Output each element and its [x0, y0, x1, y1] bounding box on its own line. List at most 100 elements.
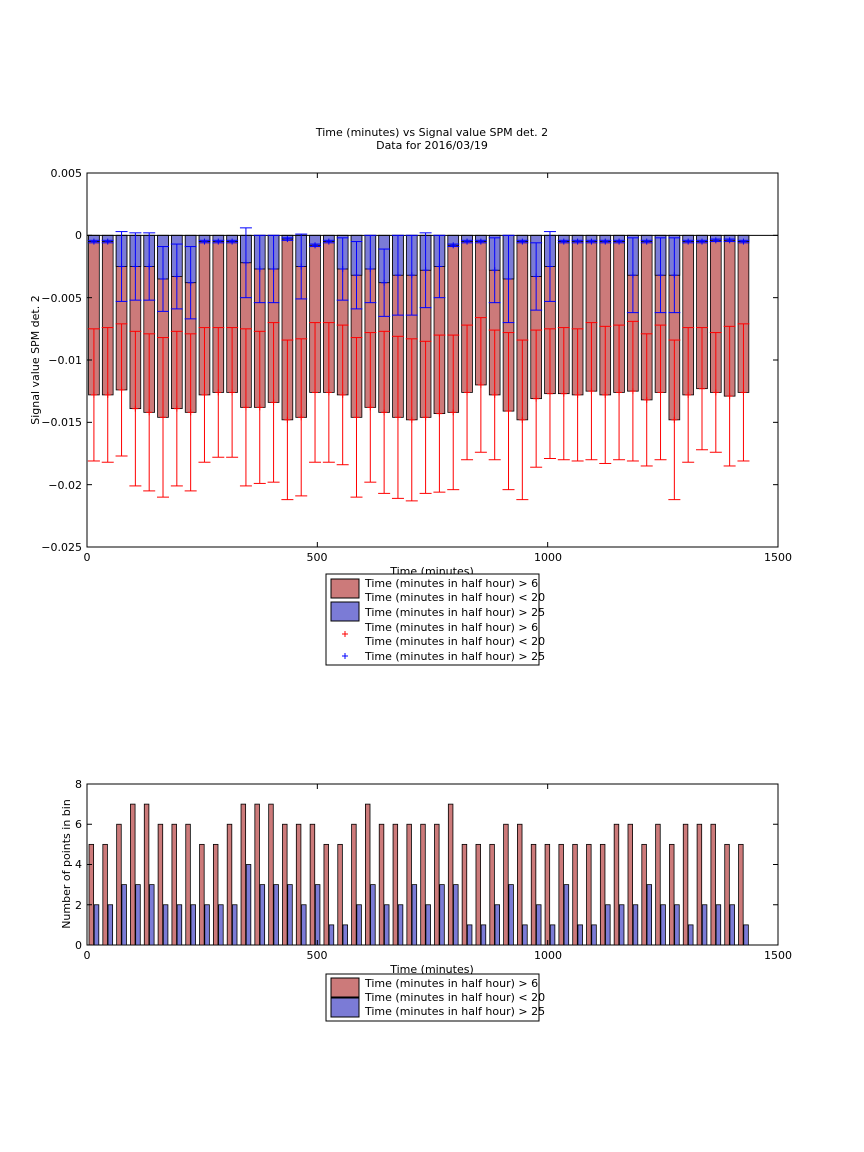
count-bar-red: [171, 823, 177, 946]
count-bar-blue: [632, 904, 639, 946]
count-bar-blue: [591, 924, 597, 946]
count-bar-red: [544, 843, 551, 946]
legend-marker-red-plus: [342, 631, 348, 637]
legend-swatch-red-bar: [330, 578, 360, 599]
chart1-ytick-label: −0.01: [48, 354, 82, 367]
errorbar-blue: [557, 238, 570, 245]
legend-marker-blue-plus: [342, 653, 348, 659]
chart1-ytick-label: 0: [75, 229, 82, 242]
chart2-x-tick-labels: 0 500 1000 1500: [84, 949, 793, 962]
count-bar-red: [724, 843, 730, 946]
errorbar-red: [226, 327, 239, 458]
errorbar-red: [419, 340, 432, 494]
errorbar-blue: [267, 234, 280, 304]
count-bar-red: [226, 823, 233, 946]
errorbar-red: [695, 327, 708, 451]
errorbar-red: [281, 339, 294, 501]
chart1-xtick-label: 1000: [534, 551, 562, 564]
errorbar-blue: [253, 234, 266, 304]
count-bar-red: [710, 823, 716, 946]
errorbar-blue: [654, 237, 667, 314]
errorbar-blue: [198, 238, 211, 245]
errorbar-blue: [737, 238, 750, 245]
errorbar-red: [364, 332, 377, 483]
count-bar-blue: [149, 884, 155, 946]
chart1-ytick-label: −0.005: [41, 292, 82, 305]
chart2-legend-label: Time (minutes in half hour) < 20: [364, 991, 545, 1004]
errorbar-blue: [599, 238, 612, 245]
count-bar-blue: [273, 884, 279, 946]
count-bar-red: [434, 823, 440, 946]
errorbar-red: [626, 320, 639, 462]
count-bar-blue: [563, 884, 570, 946]
count-bar-blue: [729, 904, 735, 946]
count-bar-blue: [232, 904, 238, 946]
chart1-plot-area: [86, 172, 779, 548]
count-bar-red: [669, 843, 675, 946]
errorbar-red: [253, 330, 266, 484]
errorbar-red: [322, 322, 335, 463]
count-bar-red: [530, 843, 537, 946]
chart2-ytick-label: 4: [75, 858, 82, 871]
chart2-ytick-label: 8: [75, 778, 82, 791]
chart1-xtick-label: 0: [84, 551, 91, 564]
chart1-y-tick-labels: 0.005 0 −0.005 −0.01 −0.015 −0.02 −0.025: [41, 167, 82, 554]
count-bar-red: [613, 823, 620, 946]
chart1-legend-label: Time (minutes in half hour) > 6: [364, 577, 538, 590]
count-bar-red: [102, 843, 108, 946]
errorbar-red: [461, 324, 474, 461]
chart1-error-bars: [87, 227, 750, 502]
errorbar-blue: [461, 238, 474, 245]
errorbar-red: [239, 328, 252, 487]
count-bar-red: [157, 823, 164, 946]
count-bar-blue: [508, 884, 514, 946]
count-bar-blue: [397, 904, 404, 946]
errorbar-red: [502, 332, 515, 491]
chart2-ticks: [86, 783, 779, 946]
count-bar-red: [641, 843, 647, 946]
errorbar-red: [170, 330, 183, 487]
chart1-x-tick-labels: 0 500 1000 1500: [84, 551, 793, 564]
count-bar-blue: [688, 924, 694, 946]
count-bar-red: [116, 823, 122, 946]
count-bar-blue: [466, 924, 473, 946]
errorbar-blue: [281, 236, 294, 243]
count-bar-red: [365, 803, 371, 946]
count-bar-blue: [287, 884, 293, 946]
chart2-ytick-label: 2: [75, 899, 82, 912]
errorbar-red: [267, 322, 280, 483]
count-bar-blue: [646, 884, 653, 946]
count-bar-red: [655, 823, 661, 946]
chart1-legend-box: [325, 573, 540, 666]
count-bar-blue: [314, 884, 321, 946]
chart2-xtick-label: 1000: [534, 949, 562, 962]
errorbar-blue: [378, 248, 391, 317]
chart1-ylabel: Signal value SPM det. 2: [29, 295, 42, 425]
chart1-xtick-label: 1500: [764, 551, 792, 564]
errorbar-blue: [419, 232, 432, 309]
count-bar-red: [503, 823, 509, 946]
chart1-legend-label: Time (minutes in half hour) > 25: [364, 606, 545, 619]
chart1-ytick-label: −0.02: [48, 479, 82, 492]
errorbar-red: [143, 333, 156, 492]
chart2-legend-box: [325, 973, 540, 1022]
errorbar-blue: [226, 238, 239, 245]
count-bar-blue: [328, 924, 335, 946]
count-bar-red: [240, 803, 247, 946]
errorbar-red: [571, 328, 584, 462]
count-bar-red: [586, 843, 592, 946]
chart2-legend-label: Time (minutes in half hour) > 6: [364, 977, 538, 990]
errorbar-red: [212, 327, 225, 458]
count-bar-blue: [439, 884, 445, 946]
errorbar-blue: [502, 234, 515, 324]
errorbar-red: [405, 338, 418, 502]
errorbar-blue: [668, 237, 681, 314]
errorbar-blue: [350, 241, 363, 310]
count-bar-red: [517, 823, 523, 946]
count-bar-red: [420, 823, 426, 946]
errorbar-red: [682, 327, 695, 463]
errorbar-blue: [640, 238, 653, 245]
errorbar-blue: [723, 237, 736, 244]
errorbar-blue: [309, 242, 322, 249]
count-bar-red: [392, 823, 399, 946]
